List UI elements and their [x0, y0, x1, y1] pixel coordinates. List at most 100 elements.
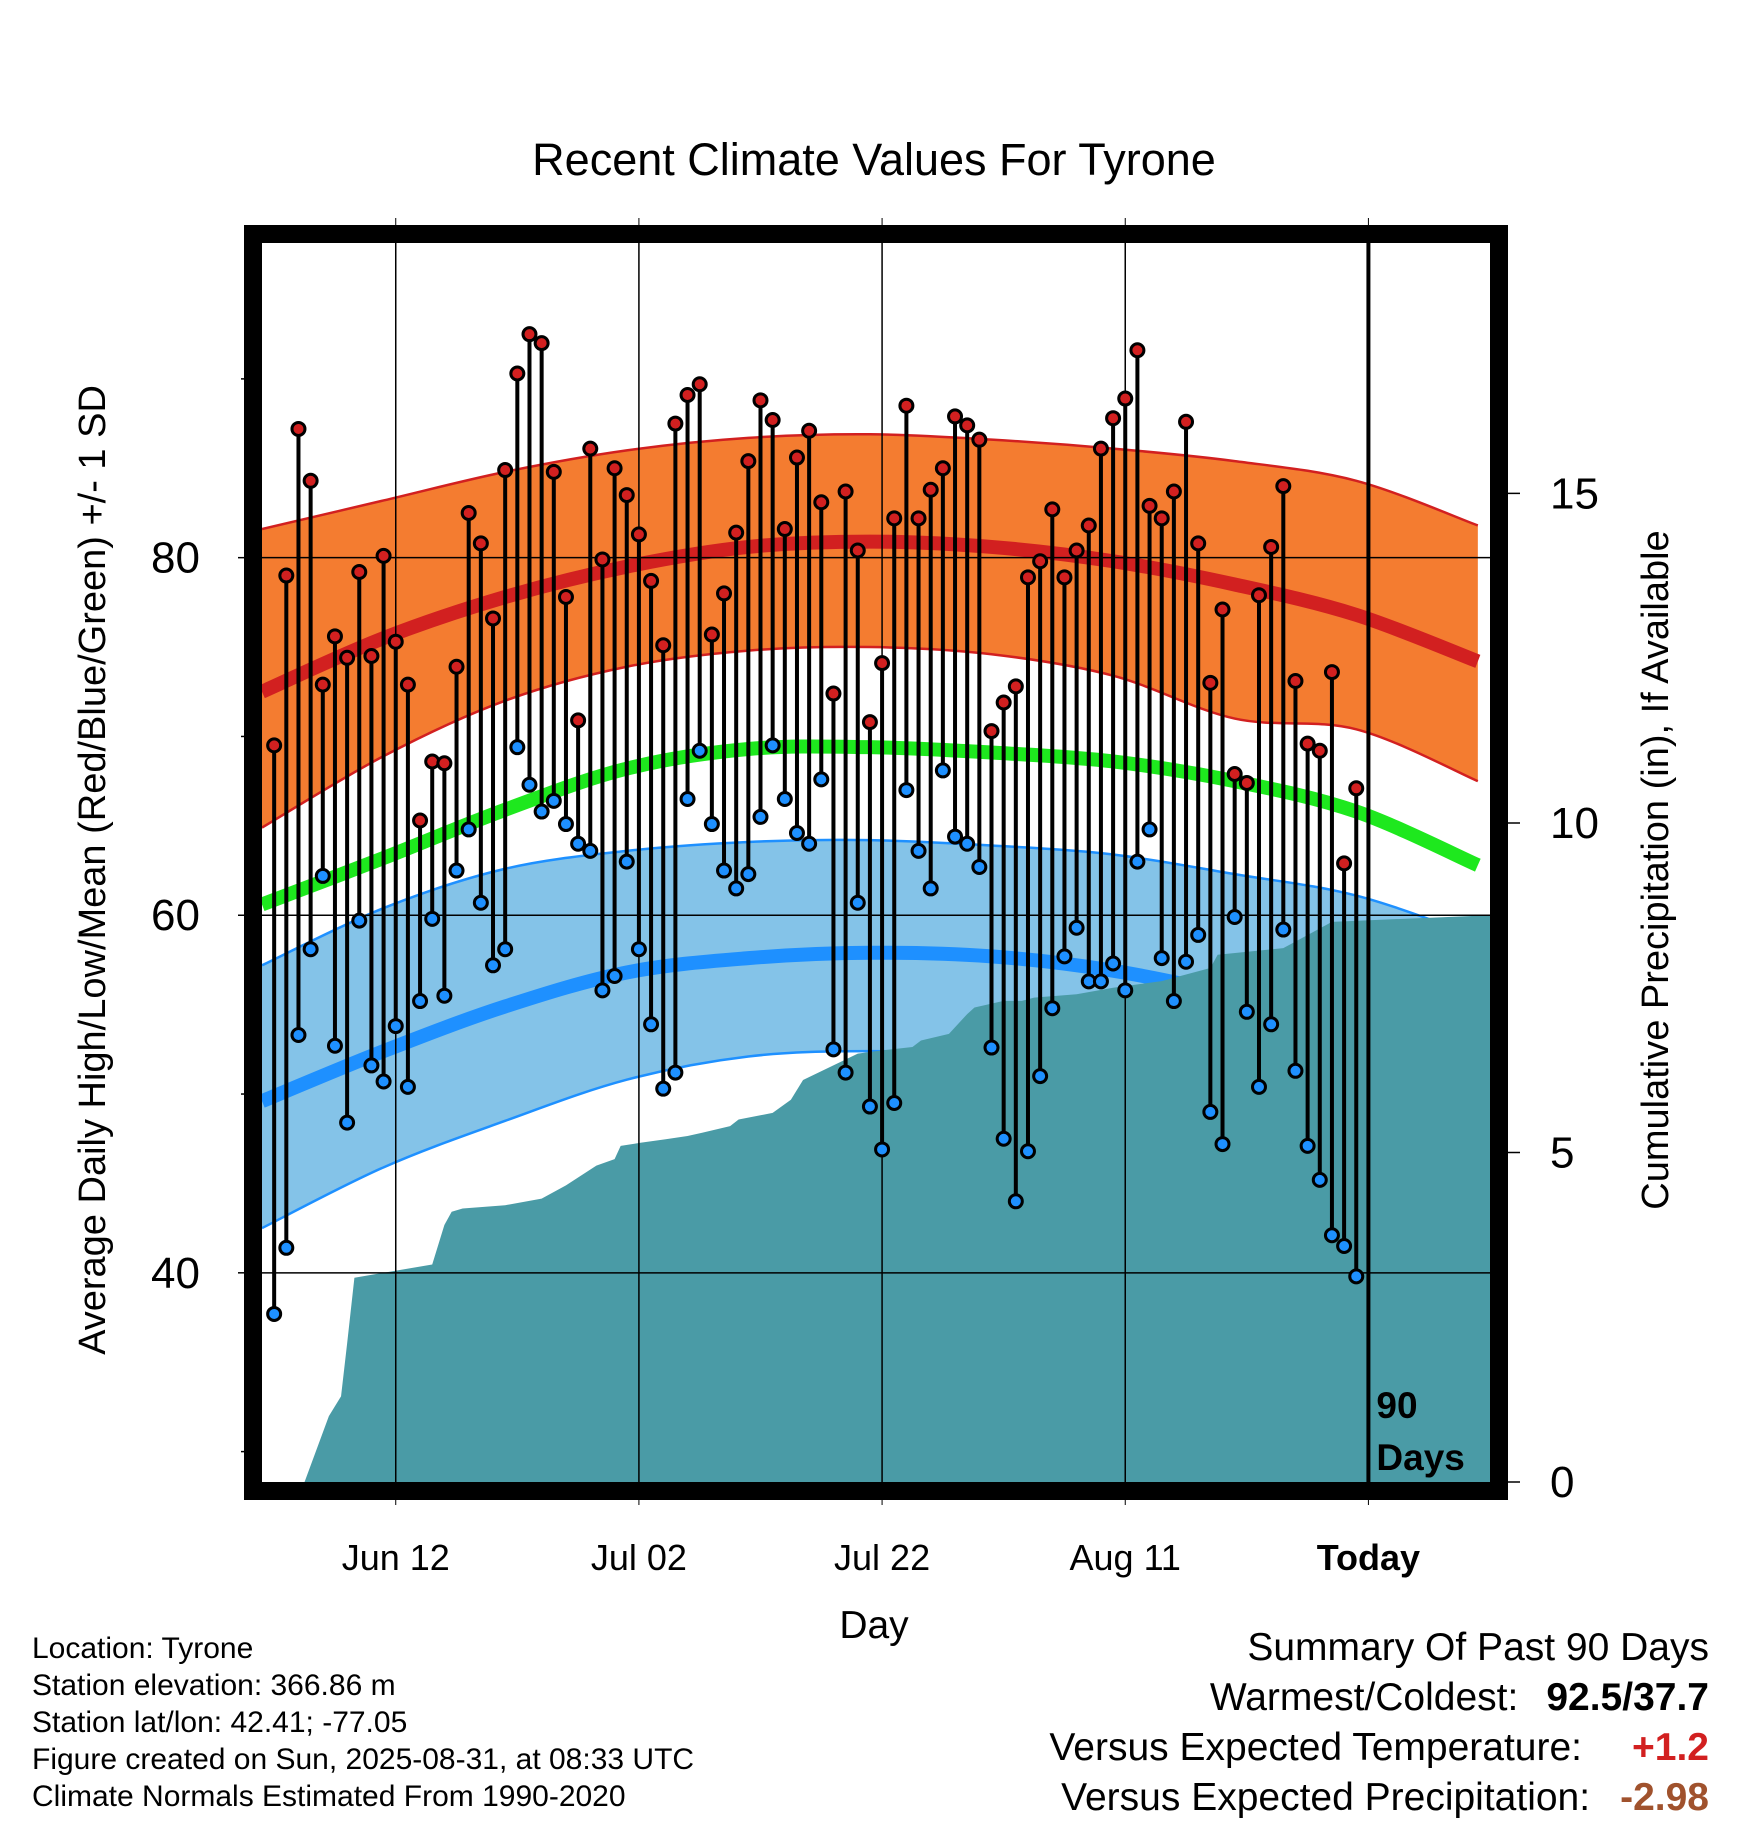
high-upper-edge — [262, 433, 1479, 531]
daily-high-point — [472, 535, 489, 552]
daily-high-point — [314, 676, 331, 693]
daily-low-point — [1007, 1193, 1024, 1210]
daily-low-point — [594, 982, 611, 999]
daily-low-point — [412, 993, 429, 1010]
daily-low-point — [521, 776, 538, 793]
x-tick-label: Jun 12 — [342, 1537, 450, 1578]
daily-high-point — [545, 463, 562, 480]
daily-high-point — [643, 572, 660, 589]
daily-low-point — [1299, 1137, 1316, 1154]
daily-low-point — [813, 771, 830, 788]
daily-high-point — [1056, 569, 1073, 586]
x-axis-label: Day — [839, 1604, 909, 1647]
daily-low-point — [266, 1305, 283, 1322]
daily-high-point — [1214, 601, 1231, 618]
daily-low-point — [1311, 1171, 1328, 1188]
daily-high-point — [339, 649, 356, 666]
daily-high-point — [485, 610, 502, 627]
created-text: Figure created on Sun, 2025-08-31, at 08… — [32, 1743, 695, 1776]
daily-high-point — [278, 567, 295, 584]
x-tick-label: Today — [1317, 1537, 1420, 1578]
daily-high-point — [302, 472, 319, 489]
elevation-text: Station elevation: 366.86 m — [32, 1669, 396, 1702]
daily-high-point — [1092, 440, 1109, 457]
daily-high-point — [1202, 674, 1219, 691]
daily-high-point — [1165, 483, 1182, 500]
daily-high-point — [1348, 780, 1365, 797]
daily-high-point — [776, 521, 793, 538]
daily-low-point — [825, 1041, 842, 1058]
summary-precip-row: Versus Expected Precipitation: -2.98 — [1061, 1776, 1709, 1820]
daily-high-point — [764, 412, 781, 428]
daily-low-point — [606, 968, 623, 985]
daily-high-point — [934, 460, 951, 477]
daily-low-point — [1336, 1238, 1353, 1254]
daily-low-point — [1032, 1068, 1049, 1085]
daily-low-point — [788, 825, 805, 841]
today-days-label: 90 — [1376, 1385, 1417, 1426]
summary-warmest-row: Warmest/Coldest: 92.5/37.7 — [1210, 1676, 1709, 1720]
daily-high-point — [399, 676, 416, 693]
warmest-value: 92.5/37.7 — [1546, 1676, 1709, 1719]
daily-low-point — [351, 912, 368, 929]
daily-low-point — [1068, 919, 1085, 936]
daily-low-point — [314, 867, 331, 884]
daily-low-point — [898, 782, 915, 799]
daily-low-point — [472, 894, 489, 911]
daily-low-point — [424, 910, 441, 927]
daily-low-point — [1238, 1003, 1255, 1020]
daily-high-point — [1238, 774, 1255, 791]
daily-high-point — [436, 755, 453, 772]
daily-low-point — [570, 835, 587, 852]
daily-low-point — [691, 742, 708, 759]
daily-high-point — [1287, 673, 1304, 690]
daily-low-point — [485, 957, 502, 974]
daily-high-point — [886, 510, 903, 527]
daily-high-point — [691, 376, 708, 393]
daily-high-point — [716, 585, 733, 602]
daily-high-point — [959, 417, 976, 434]
precip-label: Versus Expected Precipitation: — [1061, 1776, 1591, 1819]
daily-low-point — [1117, 982, 1134, 999]
daily-low-point — [339, 1114, 356, 1131]
daily-high-point — [290, 420, 307, 437]
daily-low-point — [728, 880, 745, 897]
daily-low-point — [1263, 1016, 1280, 1033]
daily-high-point — [1323, 664, 1340, 681]
daily-low-point — [934, 762, 951, 779]
daily-high-point — [630, 526, 647, 543]
daily-low-point — [1129, 853, 1146, 870]
daily-low-point — [290, 1027, 307, 1044]
daily-high-point — [363, 648, 380, 664]
daily-high-point — [983, 723, 1000, 740]
daily-high-point — [849, 542, 866, 559]
daily-high-point — [570, 712, 587, 729]
precip-value: -2.98 — [1620, 1776, 1709, 1819]
y2-tick-label: 0 — [1550, 1458, 1574, 1507]
temp-value: +1.2 — [1632, 1726, 1709, 1769]
daily-high-point — [1080, 517, 1097, 534]
daily-high-point — [618, 487, 635, 504]
daily-high-point — [582, 440, 599, 457]
daily-high-point — [679, 386, 696, 403]
daily-low-point — [1202, 1103, 1219, 1120]
daily-low-point — [302, 941, 319, 958]
daily-high-point — [594, 551, 611, 568]
daily-high-point — [557, 589, 574, 605]
daily-low-point — [1287, 1062, 1304, 1079]
daily-high-point — [1250, 587, 1267, 604]
daily-high-point — [874, 655, 891, 672]
daily-high-point — [1336, 855, 1353, 872]
daily-high-point — [351, 563, 368, 580]
daily-low-point — [801, 835, 818, 852]
daily-low-point — [545, 792, 562, 809]
daily-low-point — [971, 858, 988, 875]
chart-title: Recent Climate Values For Tyrone — [532, 134, 1216, 185]
daily-low-point — [618, 853, 635, 870]
y-tick-label: 80 — [151, 534, 200, 583]
daily-high-point — [995, 694, 1012, 711]
daily-high-point — [728, 524, 745, 541]
daily-high-point — [788, 449, 805, 466]
daily-high-point — [1263, 538, 1280, 555]
daily-high-point — [1275, 478, 1292, 495]
